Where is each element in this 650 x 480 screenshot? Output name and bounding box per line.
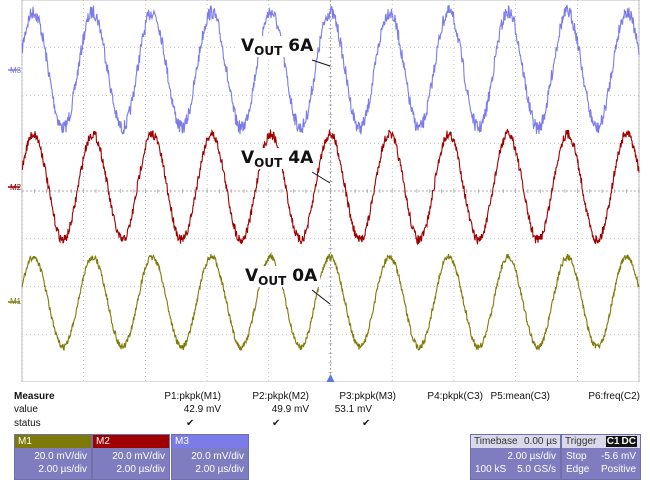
trigger-level: -5.6 mV <box>600 451 636 462</box>
annotation-vout-6a: VOUT 6A <box>238 36 317 58</box>
param-header[interactable]: P5:mean(C3) <box>490 391 550 402</box>
channel-box-m1[interactable]: M1 20.0 mV/div 2.00 µs/div <box>14 434 92 480</box>
marker-m2[interactable]: M2 <box>10 183 22 192</box>
annotation-leader <box>311 289 331 305</box>
param-header[interactable]: P1:pkpk(M1) <box>164 391 221 402</box>
timebase-rate: 5.0 GS/s <box>517 464 556 475</box>
param-value: 49.9 mV <box>271 404 309 415</box>
annotation-vout-4a: VOUT 4A <box>238 148 317 170</box>
channel-tdiv: 2.00 µs/div <box>38 464 87 475</box>
trigger-box[interactable]: Trigger C1 DC Stop -5.6 mV Edge Positive <box>561 434 641 480</box>
channel-header-m3: M3 <box>172 435 248 448</box>
trigger-position-marker <box>326 374 335 382</box>
marker-m1[interactable]: M1 <box>10 297 22 306</box>
grid-border <box>21 0 640 382</box>
trigger-coupling-badge: DC <box>620 436 637 447</box>
timebase-offset: 0.00 µs <box>523 436 557 447</box>
annotation-vout-0a: VOUT 0A <box>242 266 321 288</box>
trigger-header: Trigger C1 DC <box>562 435 640 448</box>
channel-tdiv: 2.00 µs/div <box>195 464 244 475</box>
trigger-type: Edge <box>566 464 590 475</box>
trigger-label: Trigger <box>565 436 597 447</box>
timebase-header: Timebase 0.00 µs <box>471 435 560 448</box>
param-value: 53.1 mV <box>334 404 372 415</box>
waveform-m2 <box>21 128 640 246</box>
waveform-m3 <box>21 4 640 135</box>
annotation-leader <box>311 171 331 184</box>
channel-box-m2[interactable]: M2 20.0 mV/div 2.00 µs/div <box>92 434 170 480</box>
measure-panel: Measure value status P1:pkpk(M1) P2:pkpk… <box>0 386 650 436</box>
param-header[interactable]: P6:freq(C2) <box>588 391 640 402</box>
waveform-m1 <box>21 251 640 351</box>
trigger-mode: Stop <box>566 451 587 462</box>
timebase-samples: 100 kS <box>475 464 507 475</box>
param-header[interactable]: P3:pkpk(M3) <box>339 391 396 402</box>
oscilloscope-grid <box>8 0 640 382</box>
channel-vdiv: 20.0 mV/div <box>34 451 87 462</box>
trigger-channel-badge: C1 <box>605 436 621 447</box>
channel-header-m1: M1 <box>15 435 91 448</box>
timebase-box[interactable]: Timebase 0.00 µs 2.00 µs/div 100 kS 5.0 … <box>470 434 561 480</box>
row-label-value: value <box>14 404 38 415</box>
row-label-status: status <box>14 418 41 429</box>
param-header[interactable]: P4:pkpk(C3) <box>427 391 483 402</box>
annotation-leader <box>311 59 331 67</box>
trigger-slope: Positive <box>600 464 636 475</box>
channel-box-m3[interactable]: M3 20.0 mV/div 2.00 µs/div <box>171 434 249 480</box>
measure-title: Measure <box>14 391 55 402</box>
param-header[interactable]: P2:pkpk(M2) <box>252 391 309 402</box>
channel-tdiv: 2.00 µs/div <box>116 464 165 475</box>
status-check-icon: ✔ <box>186 418 195 429</box>
timebase-tdiv: 2.00 µs/div <box>507 451 556 462</box>
channel-vdiv: 20.0 mV/div <box>191 451 244 462</box>
param-value: 42.9 mV <box>183 404 221 415</box>
timebase-label: Timebase <box>474 436 518 447</box>
status-check-icon: ✔ <box>272 418 281 429</box>
channel-header-m2: M2 <box>93 435 169 448</box>
marker-m3[interactable]: M3 <box>10 66 22 75</box>
status-check-icon: ✔ <box>362 418 371 429</box>
channel-vdiv: 20.0 mV/div <box>112 451 165 462</box>
